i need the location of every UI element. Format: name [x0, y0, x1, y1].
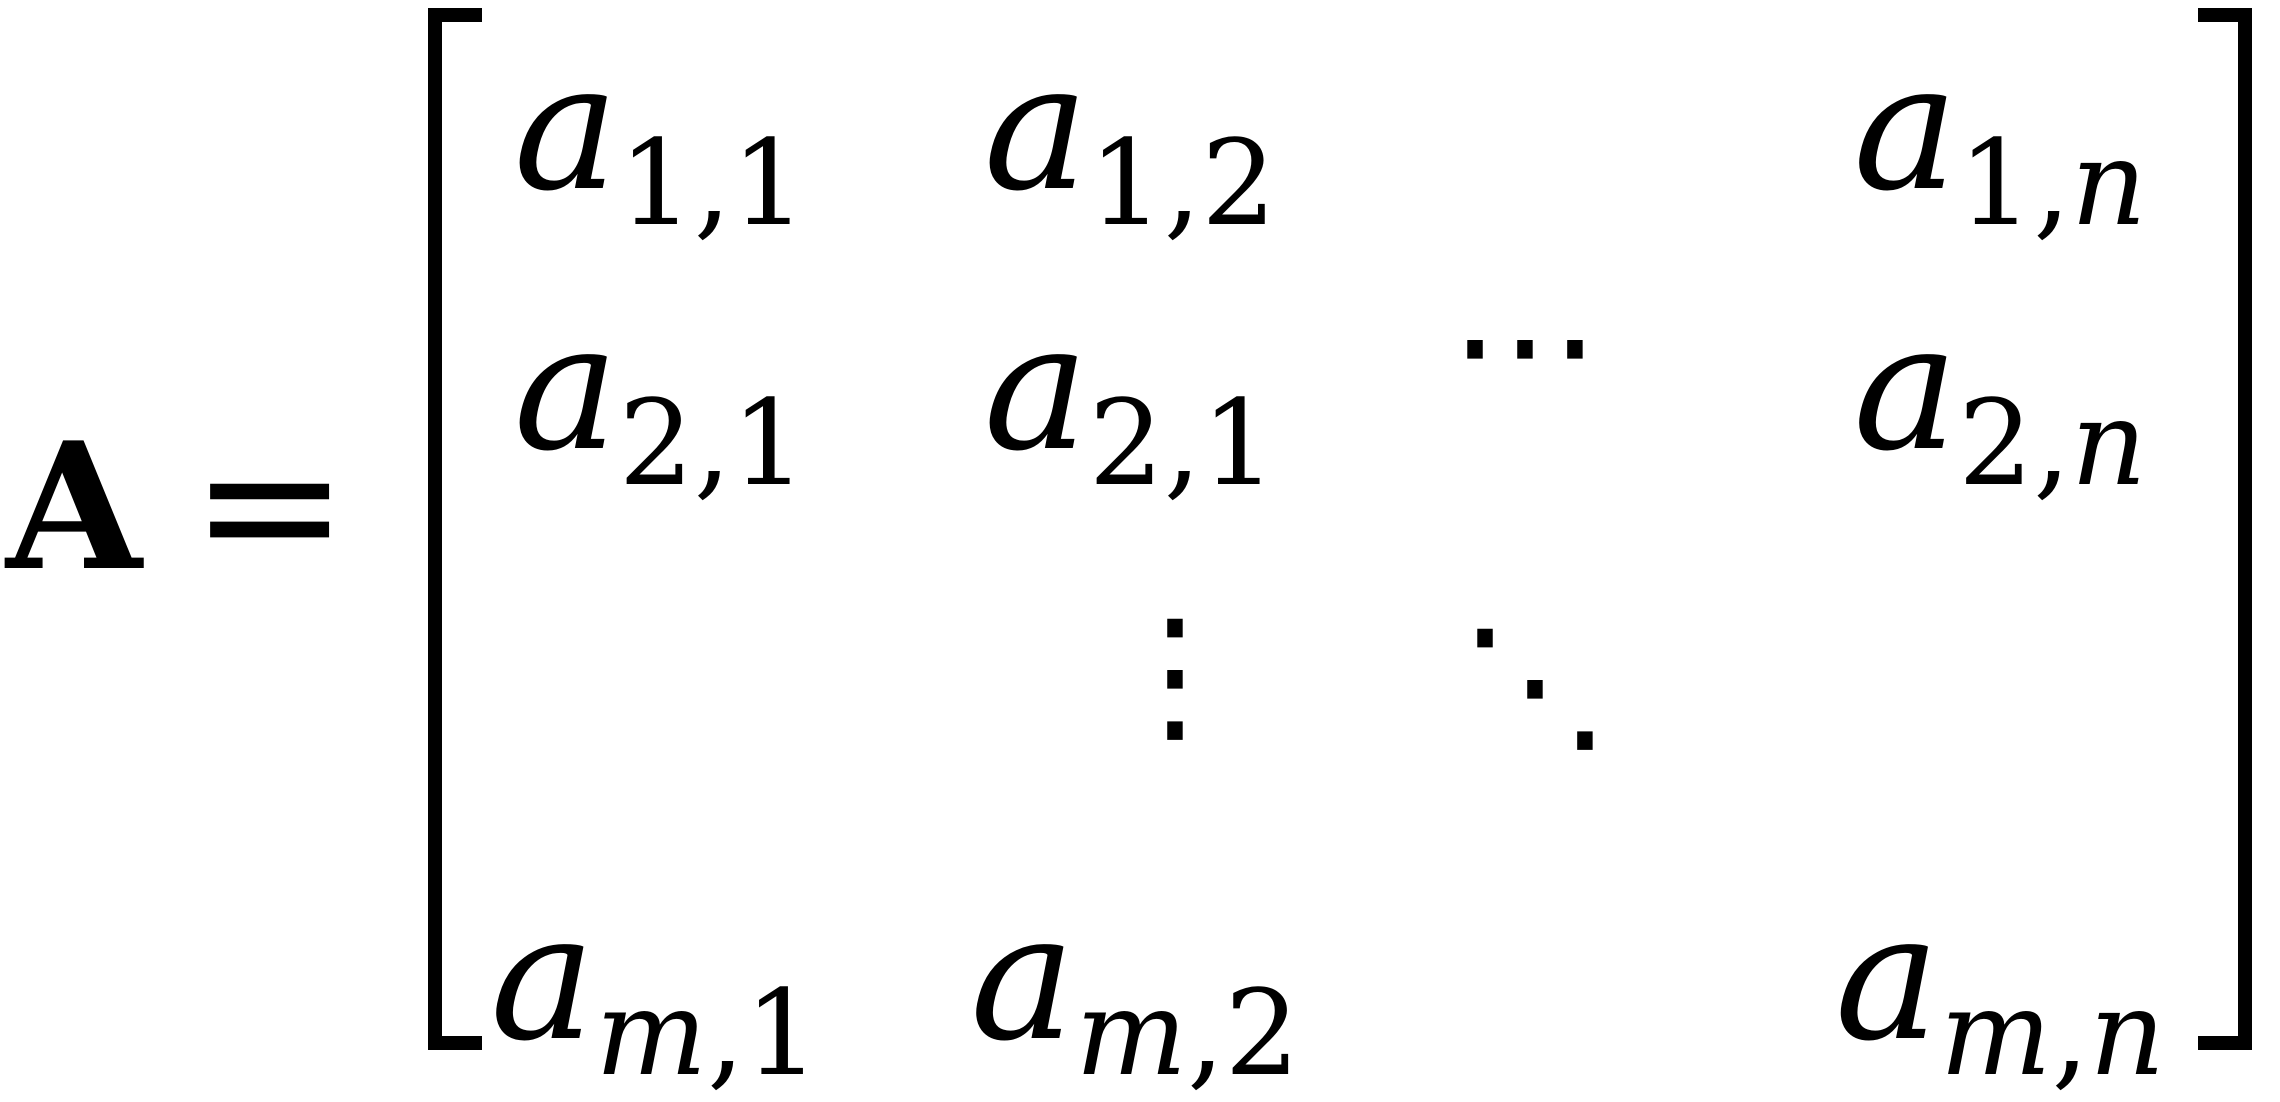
matrix-entry-m-1: a m,1 — [490, 875, 820, 1102]
diagonal-ellipsis: ⋱ — [1460, 598, 1610, 772]
right-bracket — [2198, 8, 2252, 1050]
matrix-entry-1-n: a 1,n — [1853, 25, 2147, 252]
matrix-entry-m-2: a m,2 — [970, 875, 1300, 1102]
matrix-entry-2-n: a 2,n — [1853, 285, 2147, 512]
matrix-entry-1-2: a 1,2 — [983, 25, 1277, 252]
matrix-symbol: A — [6, 405, 142, 610]
matrix-entry-2-2: a 2,1 — [983, 285, 1277, 512]
matrix-entry-2-1: a 2,1 — [513, 285, 807, 512]
matrix-entry-1-1: a 1,1 — [513, 25, 807, 252]
vertical-ellipsis: ⋮ — [1100, 588, 1250, 762]
matrix-entry-m-n: a m,n — [1834, 875, 2166, 1102]
left-bracket — [428, 8, 482, 1050]
equals-sign: = — [190, 394, 350, 615]
matrix-equation: A = a 1,1 a 1,2 a 1,n a 2,1 a 2,1 ⋯ a 2,… — [6, 8, 2252, 1092]
horizontal-ellipsis: ⋯ — [1450, 258, 1600, 432]
